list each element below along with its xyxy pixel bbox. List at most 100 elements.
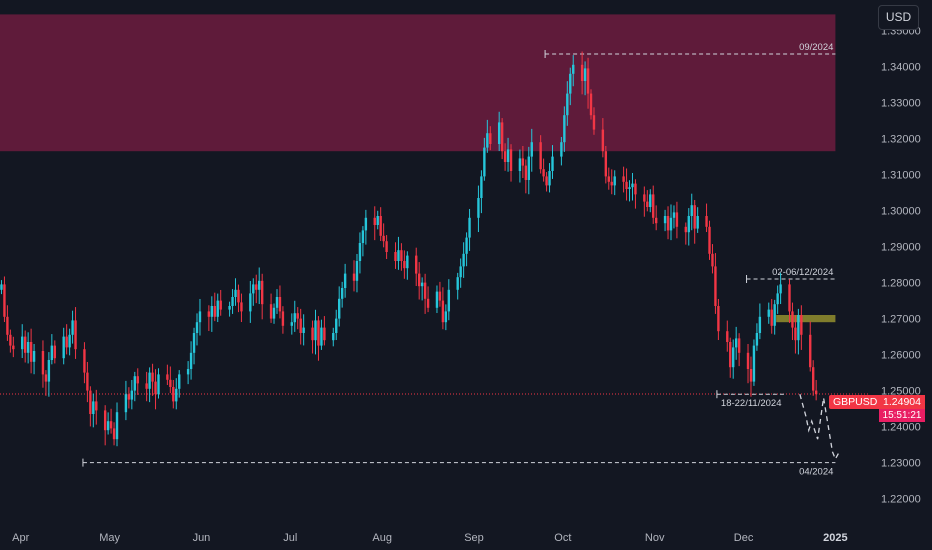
candle-13 bbox=[50, 334, 54, 365]
candle-179 bbox=[737, 333, 741, 367]
candle-145 bbox=[601, 118, 605, 158]
candle-77 bbox=[317, 316, 320, 361]
level-2: 18-22/11/2024 bbox=[716, 390, 786, 409]
candle-171 bbox=[708, 220, 711, 260]
candle-99 bbox=[406, 251, 409, 280]
candle-129 bbox=[530, 128, 533, 172]
candle-65 bbox=[269, 293, 273, 323]
candle-59 bbox=[240, 293, 243, 323]
candle-69 bbox=[281, 306, 285, 334]
candle-86 bbox=[355, 253, 359, 293]
x-tick-label: Apr bbox=[12, 532, 29, 544]
candle-29 bbox=[115, 402, 119, 447]
candle-44 bbox=[178, 370, 181, 398]
zone-0 bbox=[0, 14, 836, 152]
candle-74 bbox=[302, 314, 305, 346]
zone-1 bbox=[776, 315, 836, 323]
candle-19 bbox=[74, 307, 77, 359]
candle-94 bbox=[385, 235, 388, 260]
y-tick-label: 1.22000 bbox=[881, 494, 921, 506]
candle-9 bbox=[32, 343, 36, 375]
candle-160 bbox=[663, 209, 667, 232]
y-tick-label: 1.23000 bbox=[881, 458, 921, 470]
candle-152 bbox=[628, 180, 631, 202]
candle-24 bbox=[95, 389, 98, 425]
candle-120 bbox=[497, 111, 501, 152]
zones-layer bbox=[0, 14, 836, 323]
x-tick-label: Nov bbox=[645, 532, 665, 544]
currency-button[interactable]: USD bbox=[878, 5, 919, 30]
candle-92 bbox=[379, 207, 382, 242]
candle-41 bbox=[169, 366, 172, 394]
candle-71 bbox=[293, 300, 296, 332]
y-axis[interactable]: 1.350001.340001.330001.320001.310001.300… bbox=[881, 26, 921, 506]
candle-80 bbox=[332, 327, 335, 347]
candle-2 bbox=[6, 305, 9, 341]
candle-138 bbox=[569, 67, 572, 106]
candle-70 bbox=[290, 313, 294, 335]
candle-139 bbox=[572, 55, 575, 87]
candle-154 bbox=[634, 179, 637, 209]
candle-136 bbox=[563, 106, 566, 152]
candle-185 bbox=[767, 302, 770, 324]
candle-72 bbox=[296, 307, 299, 330]
candle-187 bbox=[773, 299, 776, 335]
candle-91 bbox=[376, 210, 379, 230]
candle-66 bbox=[272, 303, 276, 324]
candle-155 bbox=[643, 186, 646, 217]
candle-15 bbox=[62, 327, 65, 365]
candle-127 bbox=[524, 159, 528, 194]
candle-10 bbox=[41, 340, 45, 388]
candle-98 bbox=[403, 250, 406, 279]
candle-62 bbox=[255, 274, 258, 304]
candle-188 bbox=[776, 285, 779, 314]
candle-12 bbox=[47, 352, 51, 397]
candle-89 bbox=[364, 209, 368, 245]
symbol-label: GBPUSD bbox=[829, 395, 882, 409]
candle-83 bbox=[340, 281, 344, 308]
candle-1 bbox=[3, 276, 6, 323]
x-tick-label: Sep bbox=[464, 532, 484, 544]
candle-190 bbox=[788, 279, 791, 323]
candle-42 bbox=[172, 379, 175, 409]
candle-6 bbox=[23, 330, 27, 363]
y-tick-label: 1.31000 bbox=[881, 170, 921, 182]
candle-30 bbox=[124, 380, 128, 421]
candle-122 bbox=[503, 143, 507, 171]
candle-38 bbox=[154, 369, 157, 410]
candle-181 bbox=[749, 356, 753, 397]
candle-134 bbox=[551, 145, 554, 179]
candle-126 bbox=[521, 145, 525, 179]
candle-124 bbox=[509, 144, 513, 182]
candle-40 bbox=[166, 364, 169, 386]
candle-25 bbox=[103, 405, 107, 446]
candle-119 bbox=[489, 126, 492, 151]
candle-23 bbox=[92, 393, 95, 428]
x-axis[interactable]: Apr May Jun Jul Aug Sep Oct Nov Dec 2025 bbox=[12, 532, 847, 544]
candle-75 bbox=[311, 320, 314, 354]
candle-17 bbox=[68, 328, 71, 356]
candle-197 bbox=[814, 379, 818, 401]
candle-133 bbox=[548, 163, 551, 193]
x-tick-label: Dec bbox=[734, 532, 754, 544]
candle-121 bbox=[500, 118, 504, 160]
candle-36 bbox=[148, 367, 151, 403]
candle-172 bbox=[711, 244, 714, 274]
level-3: 04/2024 bbox=[82, 458, 836, 478]
candle-167 bbox=[690, 193, 693, 231]
candle-4 bbox=[12, 336, 15, 358]
candle-195 bbox=[809, 321, 812, 372]
candle-39 bbox=[157, 368, 160, 399]
level-1: 02-06/12/2024 bbox=[746, 267, 836, 283]
candle-48 bbox=[195, 313, 199, 346]
candle-61 bbox=[252, 278, 255, 306]
candle-79 bbox=[323, 316, 326, 346]
candle-63 bbox=[258, 267, 261, 305]
x-tick-label: Oct bbox=[554, 532, 571, 544]
candle-49 bbox=[198, 298, 202, 336]
candle-194 bbox=[800, 305, 803, 350]
candle-43 bbox=[175, 378, 178, 410]
candle-0 bbox=[0, 280, 3, 295]
x-tick-label: Jul bbox=[283, 532, 297, 544]
